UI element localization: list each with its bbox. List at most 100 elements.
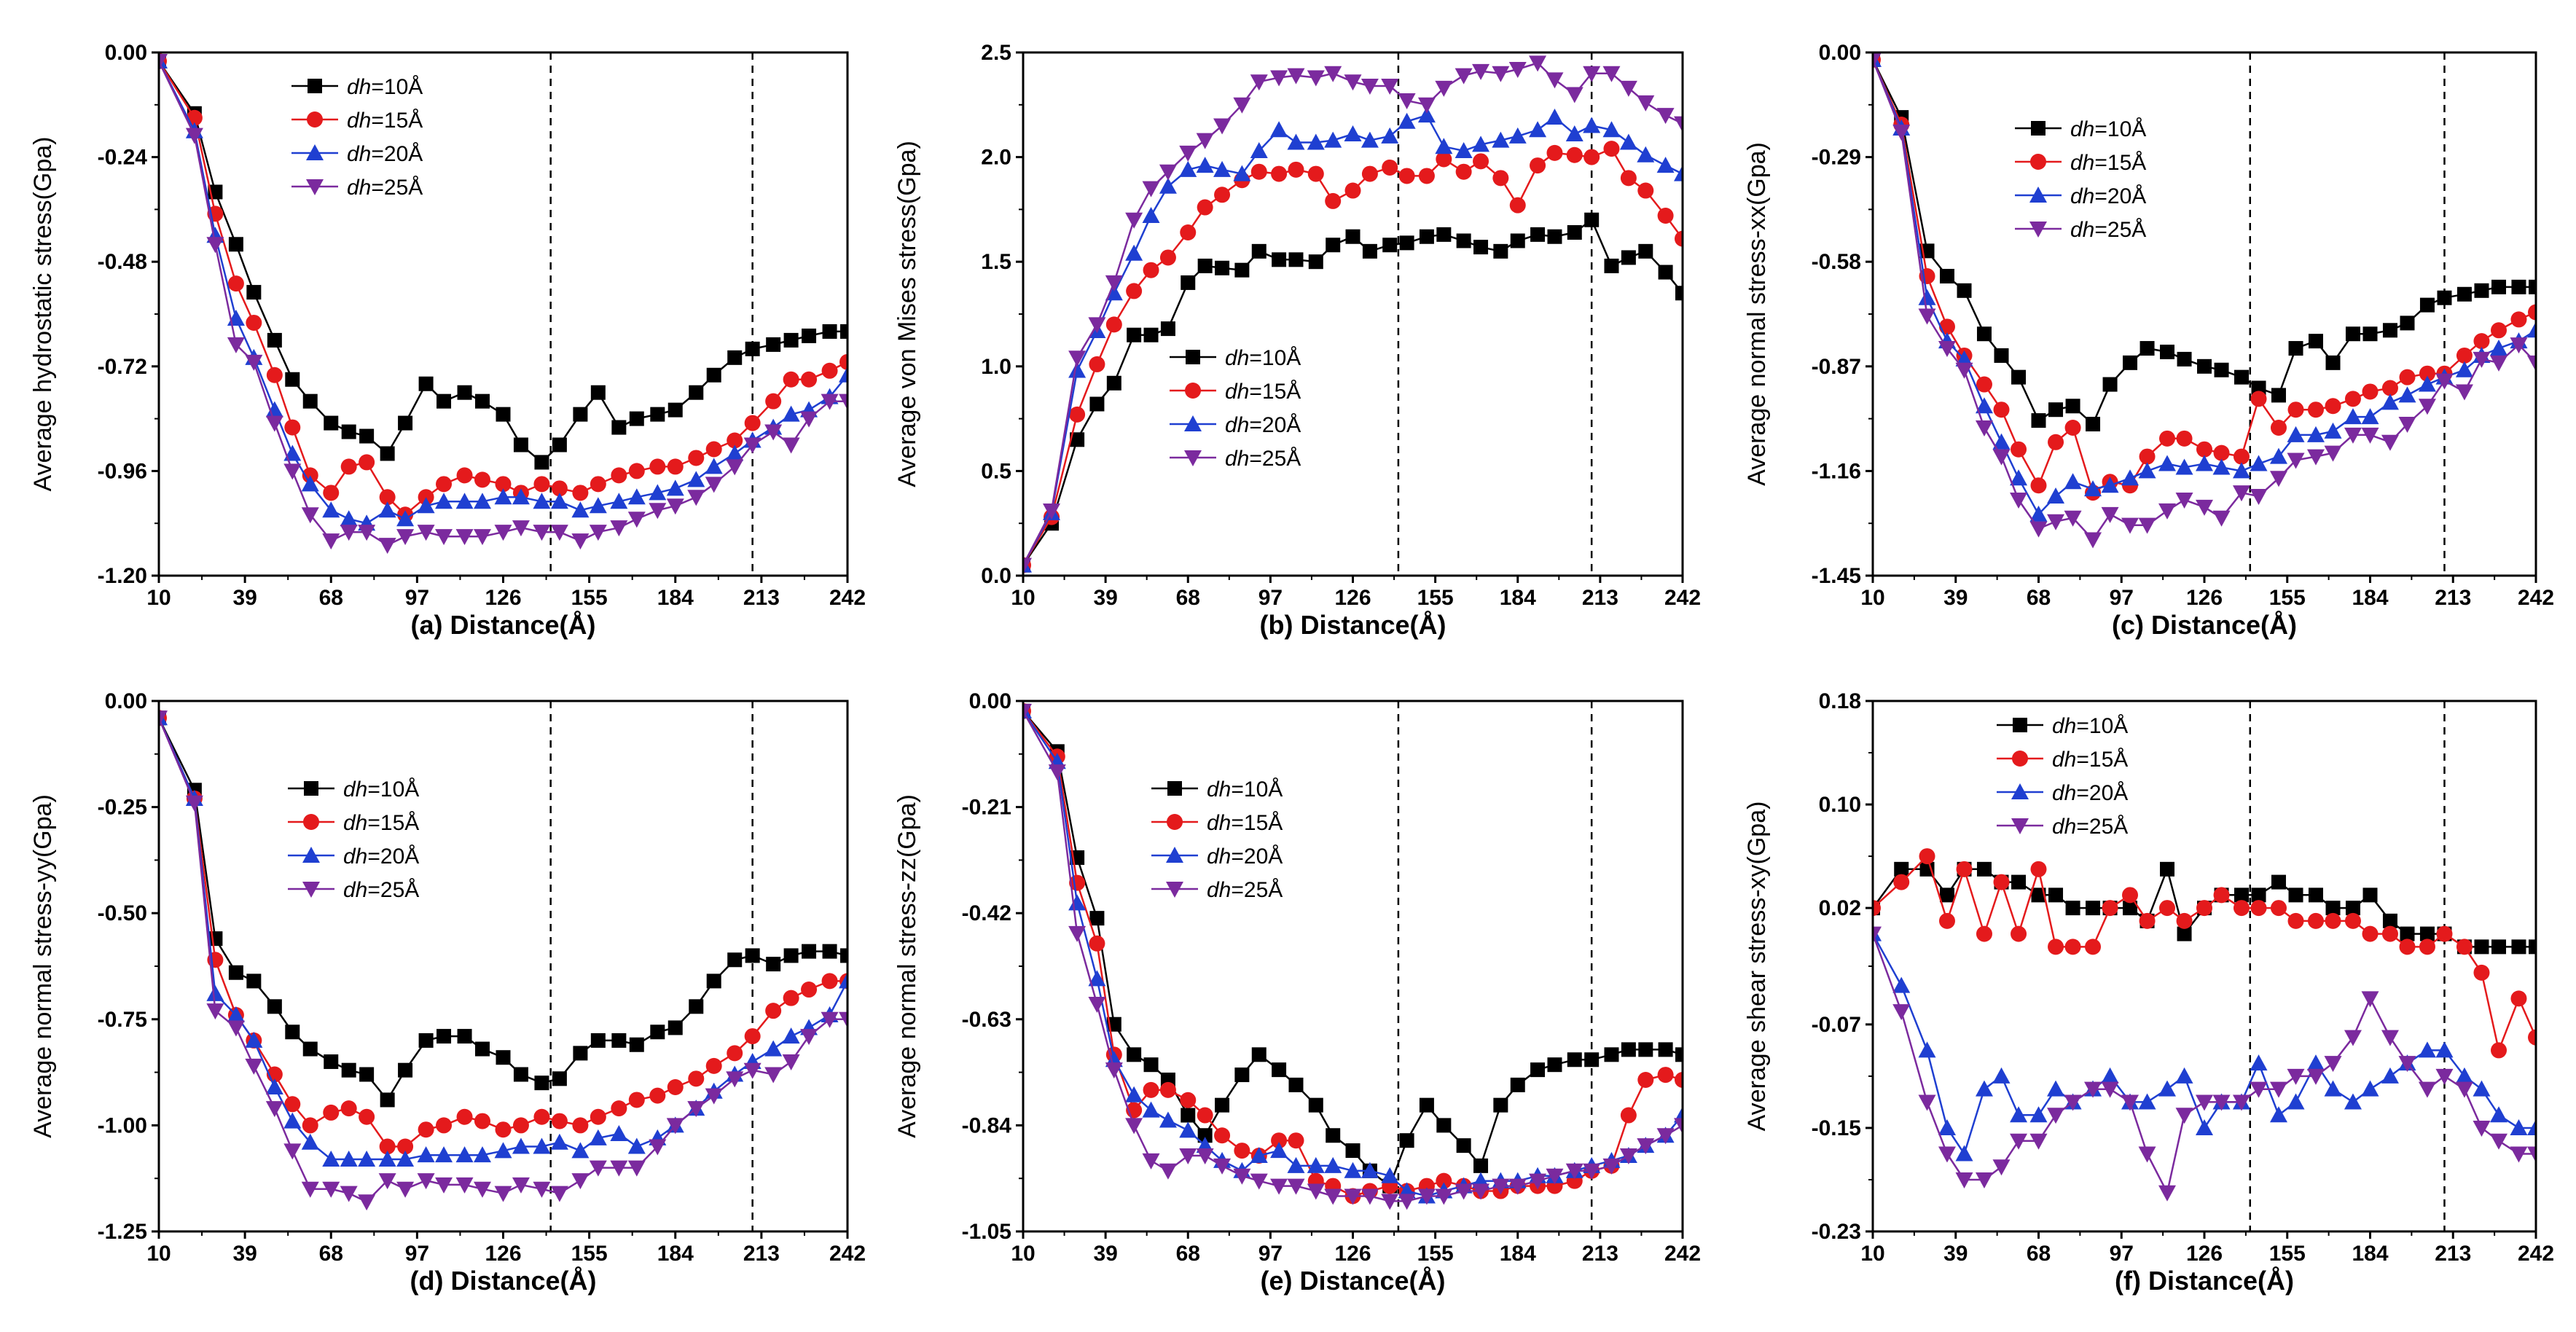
x-tick-label: 155 [2269, 1242, 2306, 1266]
data-point [1419, 1097, 1434, 1113]
data-point [2527, 355, 2536, 372]
data-point [1125, 244, 1143, 261]
series-10 [159, 53, 847, 470]
x-tick-label: 242 [2518, 586, 2554, 610]
data-point [1381, 1167, 1399, 1183]
data-point [2491, 322, 2508, 339]
data-point [1125, 212, 1143, 229]
panel-d: 10 39 68 97 126 155 184 213 242 0.00 -0.25 -0.50 -0.… [29, 689, 866, 1296]
data-point [1674, 165, 1683, 181]
panel-b: 10 39 68 97 126 155 184 213 242 0.0 0.5 1.0 1.5 2.0 2.… [893, 41, 1701, 640]
x-tick-label: 68 [319, 586, 343, 610]
plot-frame [1871, 51, 2537, 577]
data-point [666, 1118, 684, 1135]
data-point [2381, 380, 2398, 396]
data-point [1125, 1086, 1143, 1102]
data-point [550, 1186, 568, 1202]
data-point [687, 471, 705, 487]
data-point [2435, 1068, 2454, 1085]
data-point [1604, 258, 1619, 273]
data-point [474, 1113, 490, 1129]
data-point [2269, 471, 2287, 487]
data-point [589, 1129, 607, 1145]
data-point [2269, 447, 2287, 464]
data-point [2398, 1056, 2416, 1073]
series-10 [1023, 212, 1683, 573]
legend-marker [1184, 450, 1202, 466]
x-tick-label: 242 [829, 586, 866, 610]
data-point [1214, 187, 1231, 203]
x-tick-label: 155 [571, 1242, 608, 1266]
data-point [301, 1133, 319, 1150]
legend-marker [1166, 847, 1183, 863]
data-point [380, 446, 395, 461]
x-tick-label: 155 [1417, 586, 1454, 610]
data-point [590, 1033, 606, 1048]
data-point [1088, 317, 1106, 334]
x-tick-label: 184 [1500, 1242, 1536, 1266]
data-point [324, 415, 339, 431]
legend-marker [303, 814, 319, 830]
y-axis-label: Average shear stress-xy(Gpa) [1743, 802, 1771, 1132]
data-point [821, 393, 839, 410]
legend-label: dh=25Å [2070, 218, 2146, 242]
data-point [1455, 68, 1473, 85]
data-point [206, 1003, 224, 1020]
data-point [1324, 131, 1342, 148]
legend-label: dh=15Å [1225, 380, 1301, 404]
data-point [1068, 350, 1087, 367]
data-point [2029, 1133, 2048, 1150]
data-point [764, 1040, 783, 1057]
data-point [1657, 1067, 1674, 1084]
legend-marker [2011, 783, 2029, 799]
data-point [2233, 900, 2250, 917]
data-point [1656, 157, 1675, 173]
x-tick-label: 213 [2435, 586, 2471, 610]
data-point [589, 1160, 607, 1177]
data-point [302, 1117, 318, 1134]
data-point [2361, 991, 2379, 1008]
data-point [2325, 901, 2341, 916]
data-point [1455, 1183, 1473, 1200]
x-tick-label: 184 [2352, 1242, 2388, 1266]
data-point [2158, 1080, 2177, 1097]
data-point [341, 1062, 356, 1078]
data-point [2011, 874, 2027, 890]
data-point [1994, 348, 2009, 363]
data-point [2175, 458, 2193, 475]
data-point [2196, 1094, 2213, 1111]
data-point [418, 376, 434, 391]
data-point [302, 393, 318, 409]
data-point [2084, 1081, 2102, 1098]
data-point [551, 1113, 568, 1129]
data-point [1251, 1047, 1267, 1062]
data-point [435, 1177, 453, 1194]
data-point [1583, 1163, 1601, 1180]
data-point [802, 328, 817, 343]
y-tick-label: 1.5 [981, 250, 1011, 274]
data-point [1417, 97, 1436, 114]
series-line [159, 717, 847, 1102]
data-point [1637, 1072, 1654, 1088]
data-point [2527, 321, 2536, 338]
data-point [1674, 116, 1683, 133]
data-point [2344, 427, 2362, 444]
data-point [2064, 939, 2081, 955]
series-line [1873, 59, 2536, 495]
data-point [2474, 939, 2489, 955]
data-point [159, 53, 168, 70]
data-point [1307, 1183, 1325, 1200]
data-point [533, 525, 551, 541]
x-tick-label: 242 [1664, 1242, 1701, 1266]
data-point [839, 393, 847, 410]
data-point [2399, 939, 2416, 955]
series-line [1873, 854, 2536, 1054]
data-point [534, 1076, 549, 1091]
data-point [821, 362, 838, 379]
data-point [323, 485, 340, 501]
data-point [2176, 912, 2193, 929]
x-tick-label: 155 [1417, 1242, 1454, 1266]
data-point [456, 467, 473, 484]
data-point [705, 1088, 723, 1105]
data-point [159, 710, 168, 727]
